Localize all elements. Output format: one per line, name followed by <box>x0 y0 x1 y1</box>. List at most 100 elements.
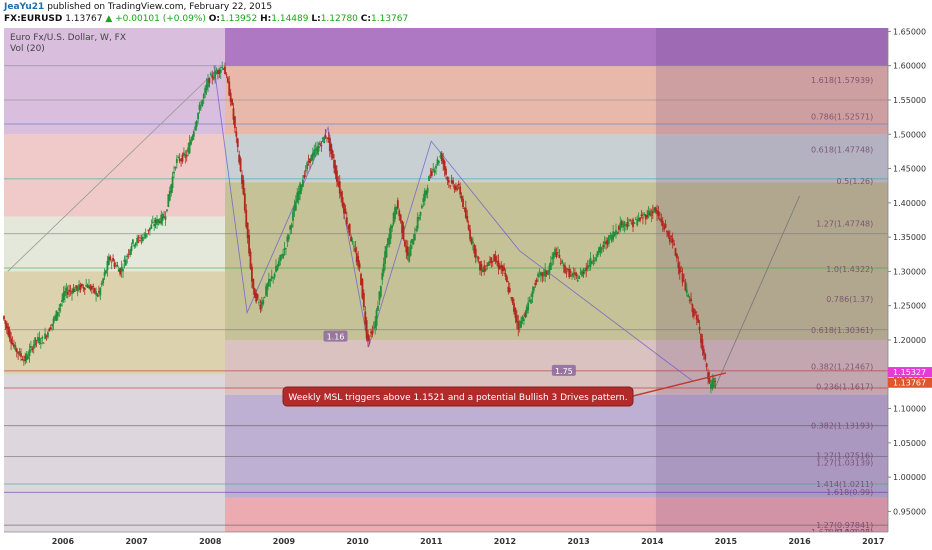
candle-body <box>304 170 307 171</box>
candle-body <box>613 232 616 236</box>
candle-body <box>85 285 88 287</box>
candle-body <box>283 248 286 250</box>
candle-body <box>338 181 341 194</box>
fib-label: 1.414(1.0211) <box>816 480 873 489</box>
symbol-label[interactable]: FX:EURUSD <box>4 14 63 24</box>
candle-body <box>693 308 695 317</box>
candle-body <box>44 333 46 339</box>
close-value: 1.13767 <box>371 14 409 24</box>
candle-body <box>270 275 273 279</box>
candle-body <box>578 276 581 280</box>
candle-body <box>297 190 300 201</box>
candle-body <box>133 245 136 247</box>
candle-body <box>42 342 45 344</box>
candle-body <box>48 328 51 332</box>
candle-body <box>535 279 538 283</box>
candle-body <box>534 282 537 285</box>
candle-body <box>289 225 292 230</box>
open-value: 1.13952 <box>220 14 258 24</box>
candle-body <box>496 261 498 263</box>
candle-body <box>480 264 483 271</box>
candle-body <box>644 215 647 220</box>
candle-body <box>163 216 165 218</box>
candle-body <box>345 217 348 225</box>
band-left-grey <box>4 374 225 532</box>
candle-body <box>402 225 405 240</box>
candle-body <box>156 218 158 225</box>
candle-body <box>707 372 709 379</box>
fib-label: 1.27(1.03139) <box>816 459 873 468</box>
candle-body <box>100 282 103 285</box>
candle-body <box>446 177 449 181</box>
candle-body <box>619 223 622 231</box>
candle-body <box>630 222 633 225</box>
candle-body <box>673 243 675 246</box>
ratio-badge-0 <box>323 330 348 342</box>
candle-body <box>217 70 219 74</box>
candle-body <box>34 337 37 346</box>
candle-body <box>25 354 28 361</box>
candle-body <box>511 297 514 303</box>
up-arrow-icon: ▲ <box>105 14 113 24</box>
y-tick-label: 1.50000 <box>893 130 926 139</box>
candle-body <box>279 255 282 262</box>
candle-body <box>235 131 238 137</box>
candle-body <box>144 233 147 239</box>
candle-body <box>331 150 334 159</box>
y-tick-label: 1.55000 <box>893 96 926 105</box>
candle-body <box>667 231 670 237</box>
candle-body <box>680 271 683 273</box>
candle-body <box>691 304 694 313</box>
candle-body <box>209 73 212 75</box>
candle-body <box>178 158 181 161</box>
candle-body <box>71 290 73 295</box>
candle-body <box>668 236 671 243</box>
candle-body <box>711 379 714 390</box>
candle-body <box>486 265 488 267</box>
candle-body <box>568 268 571 278</box>
candle-body <box>192 131 195 137</box>
candle-body <box>660 218 663 223</box>
candle-body <box>286 236 289 242</box>
fib-label: 0.382(1.21467) <box>811 362 873 371</box>
fib-label: 1.618(0.99) <box>826 488 873 497</box>
y-tick-label: 1.35000 <box>893 233 926 242</box>
candle-body <box>56 311 59 317</box>
candle-body <box>695 315 698 320</box>
x-tick-label: 2013 <box>567 537 589 546</box>
candle-body <box>589 257 592 267</box>
candle-body <box>464 207 467 218</box>
candle-body <box>11 342 14 345</box>
candle-body <box>530 299 532 304</box>
candle-body <box>265 286 267 296</box>
candle-body <box>507 286 510 293</box>
candle-body <box>385 245 388 258</box>
candle-body <box>360 273 362 286</box>
candle-body <box>371 330 374 335</box>
candle-body <box>433 170 436 173</box>
candle-body <box>452 180 454 185</box>
candle-body <box>184 154 187 158</box>
candle-body <box>540 272 542 276</box>
candle-body <box>493 254 496 262</box>
candle-body <box>72 288 75 293</box>
fib-label: 1.618(1.57939) <box>811 76 873 85</box>
candle-body <box>140 237 143 239</box>
candle-body <box>83 287 86 290</box>
candle-body <box>430 170 433 176</box>
candle-body <box>263 296 266 298</box>
candle-body <box>588 265 590 267</box>
candle-body <box>41 336 44 339</box>
candle-body <box>439 155 442 158</box>
candle-body <box>117 269 120 272</box>
candle-body <box>460 195 463 200</box>
candle-body <box>351 241 354 242</box>
candle-body <box>389 225 392 239</box>
candle-body <box>8 330 11 339</box>
candle-body <box>146 233 148 235</box>
candle-body <box>710 383 712 389</box>
candle-body <box>205 84 208 91</box>
author-name[interactable]: JeaYu21 <box>4 2 45 12</box>
y-tick-label: 1.25000 <box>893 302 926 311</box>
